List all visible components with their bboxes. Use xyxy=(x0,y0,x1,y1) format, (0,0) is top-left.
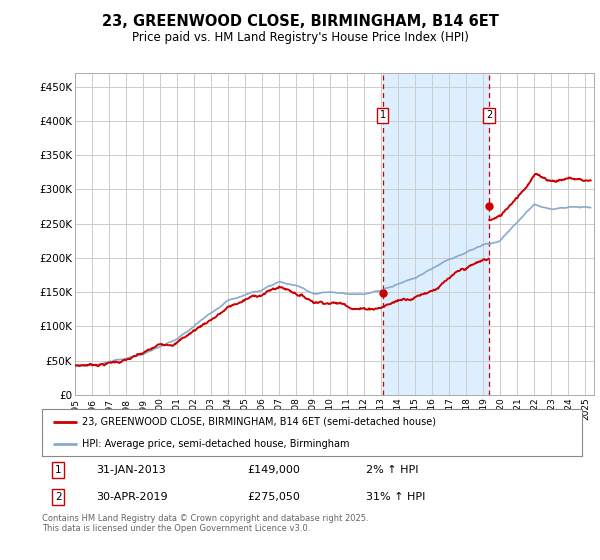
Text: 30-APR-2019: 30-APR-2019 xyxy=(96,492,167,502)
Text: £275,050: £275,050 xyxy=(247,492,300,502)
Text: 23, GREENWOOD CLOSE, BIRMINGHAM, B14 6ET (semi-detached house): 23, GREENWOOD CLOSE, BIRMINGHAM, B14 6ET… xyxy=(83,417,437,427)
Text: 1: 1 xyxy=(380,110,386,120)
Text: £149,000: £149,000 xyxy=(247,465,300,475)
Text: HPI: Average price, semi-detached house, Birmingham: HPI: Average price, semi-detached house,… xyxy=(83,438,350,449)
Text: 2% ↑ HPI: 2% ↑ HPI xyxy=(366,465,419,475)
Text: 2: 2 xyxy=(486,110,492,120)
Text: 2: 2 xyxy=(55,492,62,502)
Text: 31-JAN-2013: 31-JAN-2013 xyxy=(96,465,166,475)
Text: Contains HM Land Registry data © Crown copyright and database right 2025.
This d: Contains HM Land Registry data © Crown c… xyxy=(42,514,368,534)
Text: 31% ↑ HPI: 31% ↑ HPI xyxy=(366,492,425,502)
Text: Price paid vs. HM Land Registry's House Price Index (HPI): Price paid vs. HM Land Registry's House … xyxy=(131,31,469,44)
Text: 23, GREENWOOD CLOSE, BIRMINGHAM, B14 6ET: 23, GREENWOOD CLOSE, BIRMINGHAM, B14 6ET xyxy=(101,14,499,29)
Text: 1: 1 xyxy=(55,465,62,475)
Bar xyxy=(383,73,489,395)
